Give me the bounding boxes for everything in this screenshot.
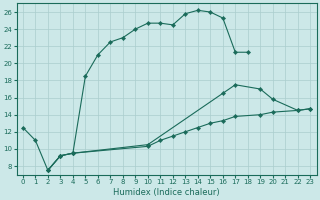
X-axis label: Humidex (Indice chaleur): Humidex (Indice chaleur) (113, 188, 220, 197)
